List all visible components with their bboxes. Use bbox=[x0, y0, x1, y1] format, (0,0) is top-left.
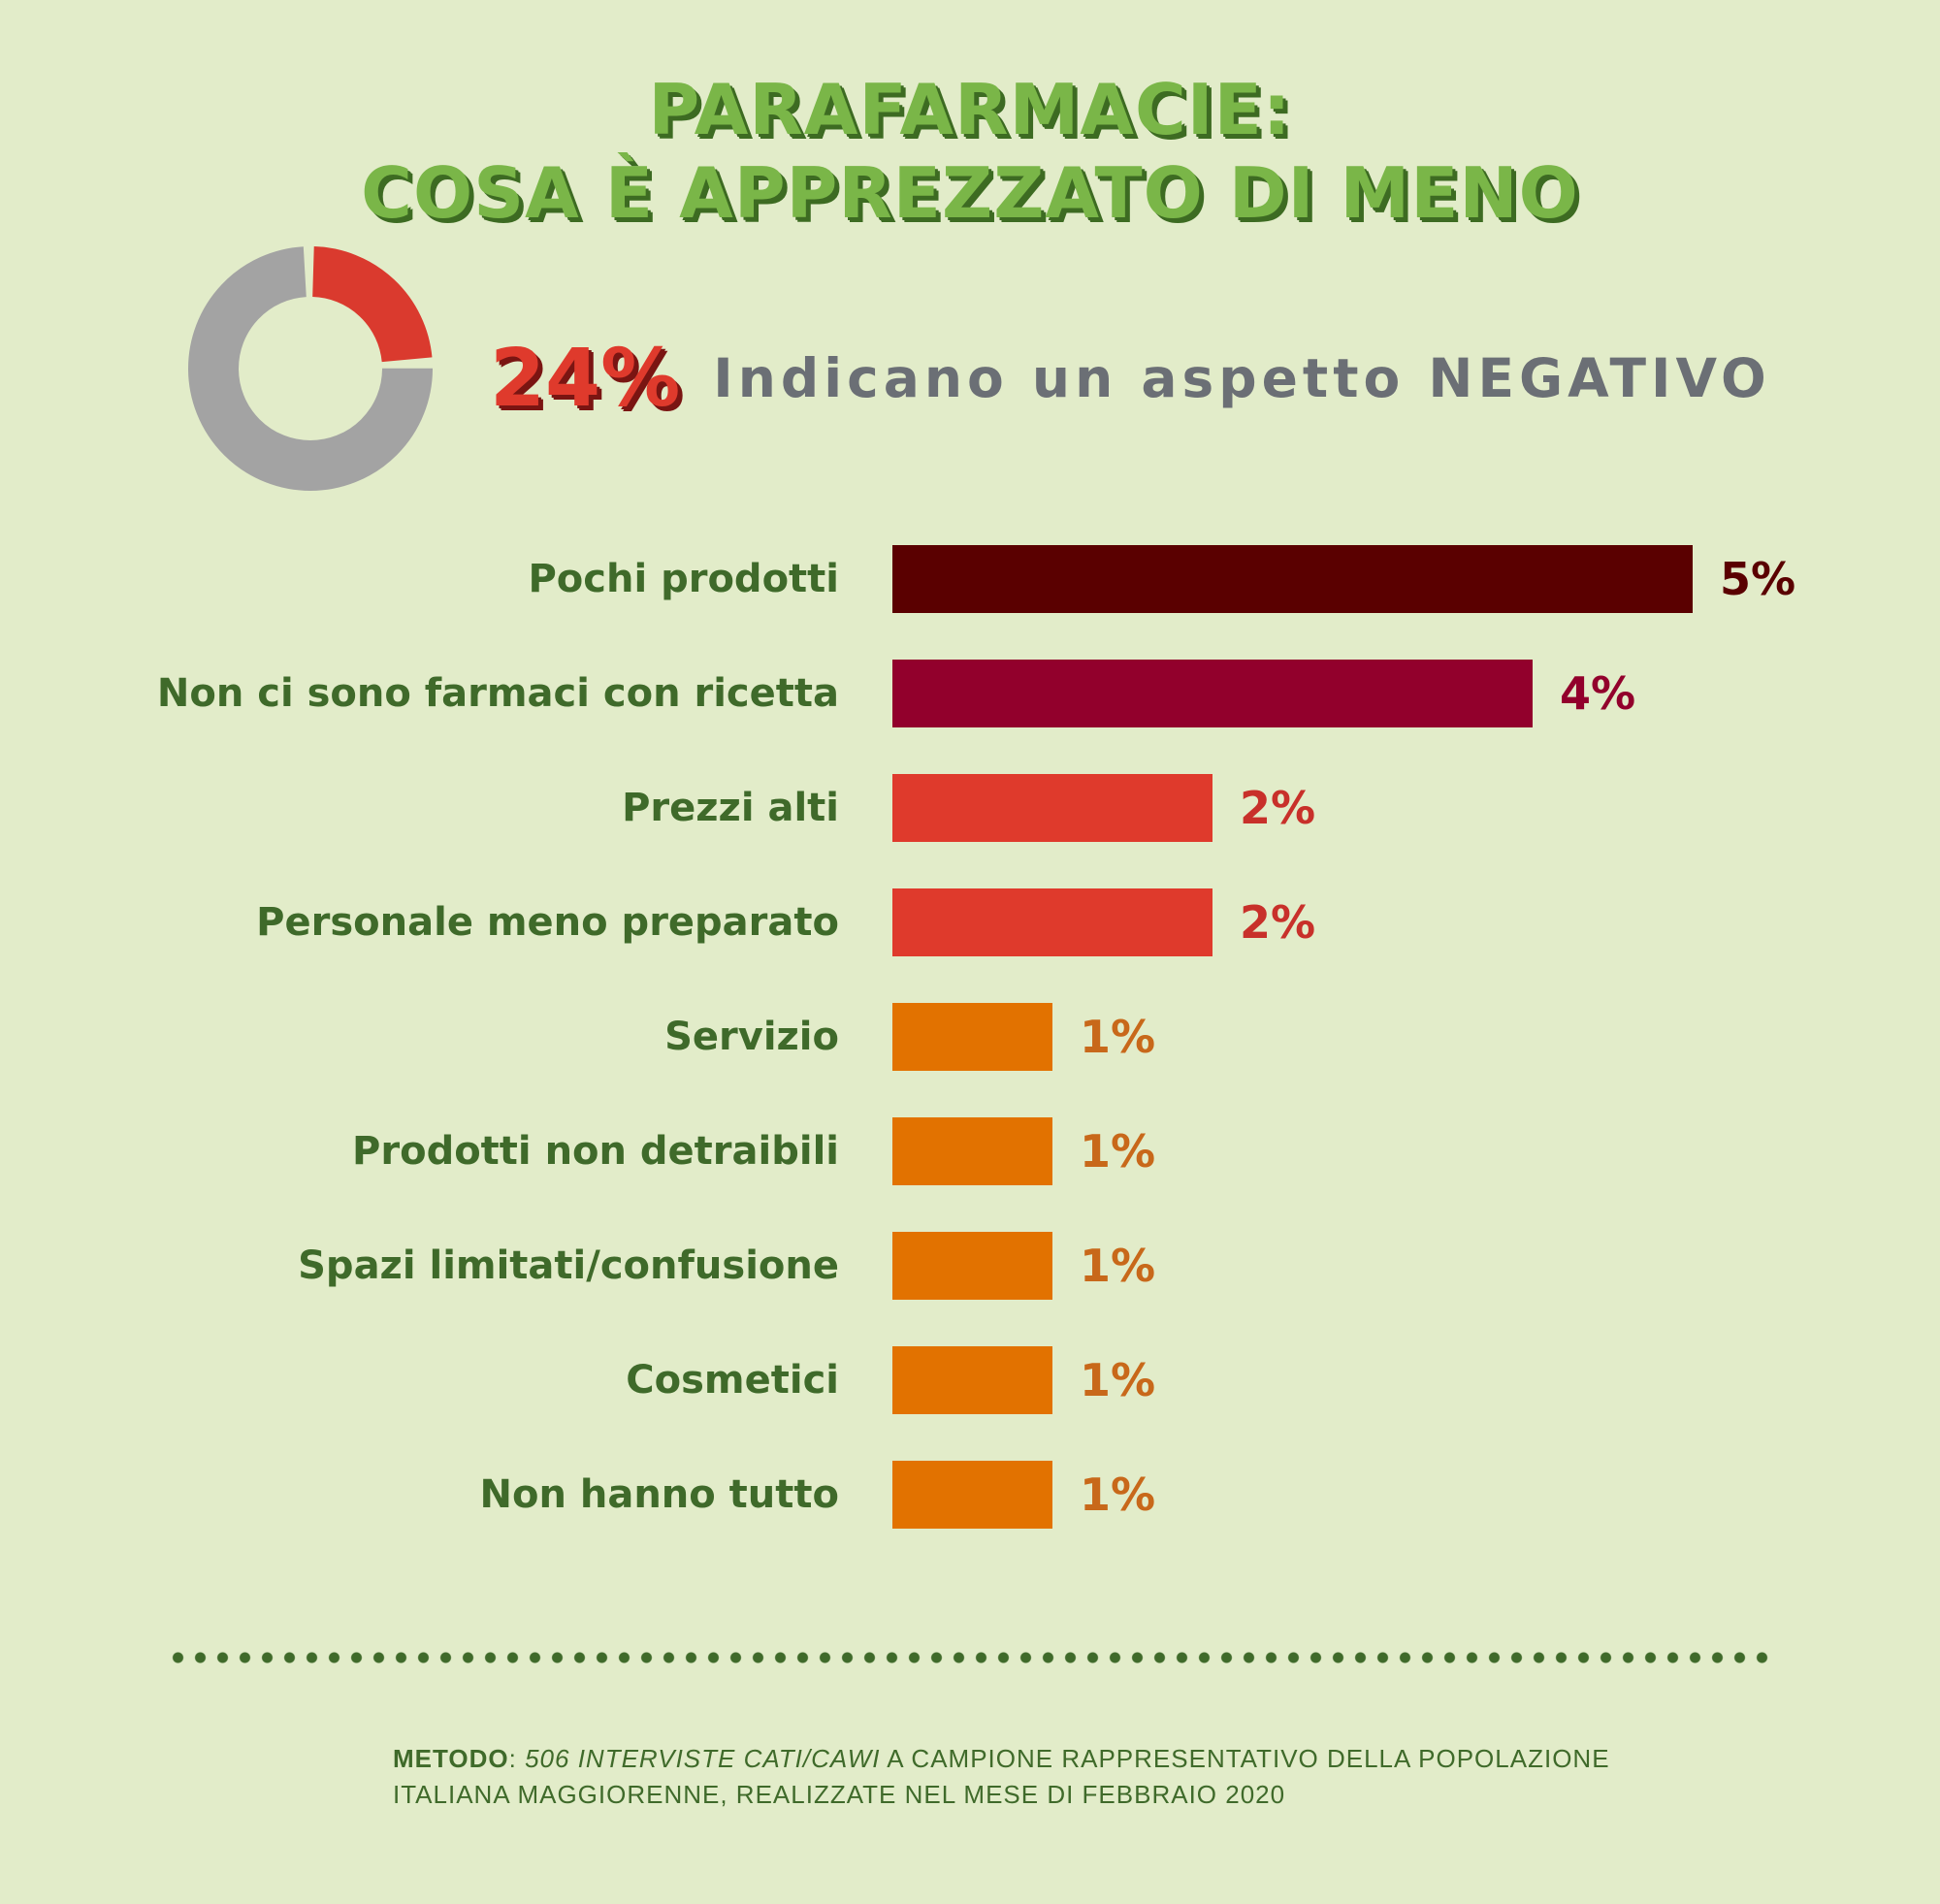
title-line-1: PARAFARMACIE: bbox=[648, 69, 1292, 150]
value-label: 2% bbox=[1240, 782, 1315, 834]
bar bbox=[892, 888, 1212, 956]
category-label: Servizio bbox=[664, 1015, 839, 1059]
headline-percent: 24% bbox=[490, 332, 681, 425]
title-line-2: COSA È APPREZZATO DI MENO bbox=[361, 152, 1579, 234]
footnote-text: A CAMPIONE RAPPRESENTATIVO DELLA POPOLAZ… bbox=[393, 1744, 1610, 1809]
category-label: Pochi prodotti bbox=[528, 557, 839, 601]
category-label: Prodotti non detraibili bbox=[352, 1129, 839, 1174]
headline-text: Indicano un aspetto NEGATIVO bbox=[713, 347, 1771, 409]
footnote-italic: 506 INTERVISTE CATI/CAWI bbox=[525, 1744, 881, 1773]
category-label: Spazi limitati/confusione bbox=[298, 1243, 839, 1288]
bar bbox=[892, 660, 1533, 727]
donut-chart bbox=[188, 246, 433, 491]
category-label: Non hanno tutto bbox=[479, 1472, 839, 1517]
bar bbox=[892, 545, 1693, 613]
value-label: 2% bbox=[1240, 896, 1315, 949]
footnote: METODO: 506 INTERVISTE CATI/CAWI A CAMPI… bbox=[393, 1741, 1625, 1813]
bar bbox=[892, 774, 1212, 842]
bar bbox=[892, 1346, 1052, 1414]
bar bbox=[892, 1117, 1052, 1185]
value-label: 1% bbox=[1080, 1354, 1155, 1406]
bar bbox=[892, 1003, 1052, 1071]
category-label: Cosmetici bbox=[626, 1358, 839, 1403]
bar bbox=[892, 1232, 1052, 1300]
chart-title: PARAFARMACIE: COSA È APPREZZATO DI MENO bbox=[0, 68, 1940, 235]
category-label: Personale meno preparato bbox=[256, 900, 839, 945]
bar bbox=[892, 1461, 1052, 1529]
footnote-label: METODO bbox=[393, 1744, 509, 1773]
headline: 24% Indicano un aspetto NEGATIVO bbox=[490, 325, 1771, 432]
value-label: 1% bbox=[1080, 1468, 1155, 1521]
footnote-separator: : bbox=[508, 1744, 526, 1773]
donut-rest-segment bbox=[188, 246, 433, 491]
dotted-divider bbox=[167, 1651, 1777, 1664]
value-label: 1% bbox=[1080, 1240, 1155, 1292]
category-label: Non ci sono farmaci con ricetta bbox=[157, 671, 839, 716]
category-label: Prezzi alti bbox=[622, 786, 839, 830]
bar-chart: Pochi prodotti 5% Non ci sono farmaci con … bbox=[157, 545, 1795, 1529]
value-label: 1% bbox=[1080, 1125, 1155, 1178]
value-label: 1% bbox=[1080, 1011, 1155, 1063]
value-label: 4% bbox=[1560, 667, 1635, 720]
value-label: 5% bbox=[1720, 553, 1795, 605]
